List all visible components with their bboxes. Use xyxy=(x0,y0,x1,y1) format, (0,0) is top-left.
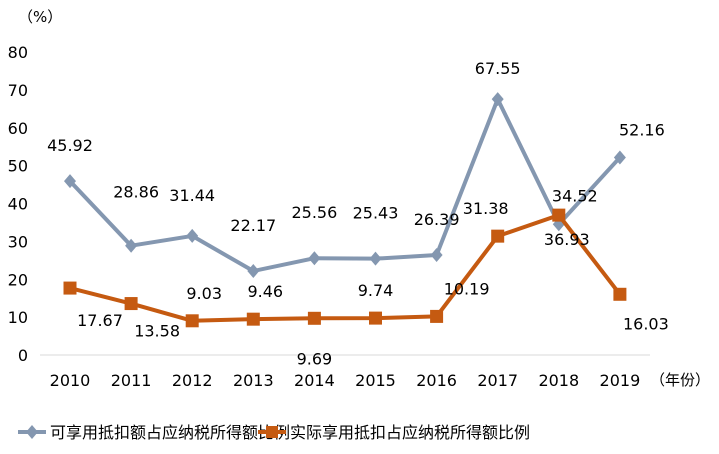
data-label: 31.44 xyxy=(169,186,215,205)
data-point-marker xyxy=(307,311,321,325)
data-point-marker xyxy=(491,229,505,243)
y-tick-label: 40 xyxy=(8,195,28,214)
data-label: 26.39 xyxy=(414,210,460,229)
y-tick-label: 50 xyxy=(8,157,28,176)
data-point-marker xyxy=(552,208,566,222)
y-axis-label: （%） xyxy=(18,8,62,26)
data-label: 28.86 xyxy=(113,183,159,202)
y-tick-label: 70 xyxy=(8,81,28,100)
data-point-marker xyxy=(246,312,260,326)
data-label: 9.74 xyxy=(358,281,394,300)
y-tick-label: 60 xyxy=(8,119,28,138)
y-tick-label: 10 xyxy=(8,308,28,327)
data-point-marker xyxy=(613,150,626,165)
data-point-marker xyxy=(491,92,504,107)
data-label: 13.58 xyxy=(134,322,180,341)
data-point-marker xyxy=(63,281,77,295)
x-axis-label: （年份） xyxy=(650,371,710,389)
x-tick-label: 2014 xyxy=(294,371,335,390)
legend: 可享用抵扣额占应纳税所得额比例 实际享用抵扣占应纳税所得额比例 xyxy=(18,423,530,442)
series-line-2 xyxy=(69,213,622,323)
data-point-marker xyxy=(64,174,76,189)
data-point-marker xyxy=(124,297,138,311)
series-line-1 xyxy=(68,97,622,274)
x-tick-label: 2013 xyxy=(233,371,274,390)
data-point-marker xyxy=(369,251,382,266)
legend-entry: 实际享用抵扣占应纳税所得额比例 xyxy=(290,423,530,442)
y-tick-label: 30 xyxy=(8,232,28,251)
data-point-marker xyxy=(369,311,382,325)
x-tick-label: 2011 xyxy=(111,371,152,390)
data-label: 31.38 xyxy=(463,199,509,218)
data-point-marker xyxy=(186,228,199,243)
data-label: 9.46 xyxy=(247,282,283,301)
data-label: 25.56 xyxy=(291,203,337,222)
x-tick-label: 2016 xyxy=(416,371,457,390)
data-label: 34.52 xyxy=(552,186,598,205)
x-tick-label: 2017 xyxy=(477,371,518,390)
data-point-marker xyxy=(613,287,627,301)
data-point-marker xyxy=(185,314,199,328)
legend-entry: 可享用抵扣额占应纳税所得额比例 xyxy=(50,423,290,442)
data-point-marker xyxy=(247,264,260,279)
data-label: 9.03 xyxy=(186,284,222,303)
data-label: 10.19 xyxy=(444,279,490,298)
y-tick-label: 20 xyxy=(8,270,28,289)
y-tick-label: 0 xyxy=(18,346,28,365)
data-point-marker xyxy=(308,251,321,266)
data-label: 17.67 xyxy=(77,311,123,330)
data-label: 36.93 xyxy=(544,230,590,249)
data-point-marker xyxy=(125,238,138,253)
data-label: 45.92 xyxy=(47,136,93,155)
y-tick-label: 80 xyxy=(8,43,28,62)
data-label: 16.03 xyxy=(623,314,669,333)
data-label: 67.55 xyxy=(475,59,521,78)
data-label: 9.69 xyxy=(297,349,333,368)
x-tick-label: 2018 xyxy=(538,371,579,390)
data-label: 22.17 xyxy=(230,216,276,235)
data-point-marker xyxy=(430,248,443,263)
x-tick-label: 2010 xyxy=(50,371,91,390)
legend-marker-diamond xyxy=(26,425,38,439)
legend-marker-square xyxy=(266,426,278,438)
data-point-marker xyxy=(430,309,444,323)
data-label: 52.16 xyxy=(619,120,665,139)
x-tick-label: 2019 xyxy=(600,371,641,390)
x-tick-label: 2015 xyxy=(355,371,396,390)
data-label: 25.43 xyxy=(353,204,399,223)
x-tick-label: 2012 xyxy=(172,371,213,390)
